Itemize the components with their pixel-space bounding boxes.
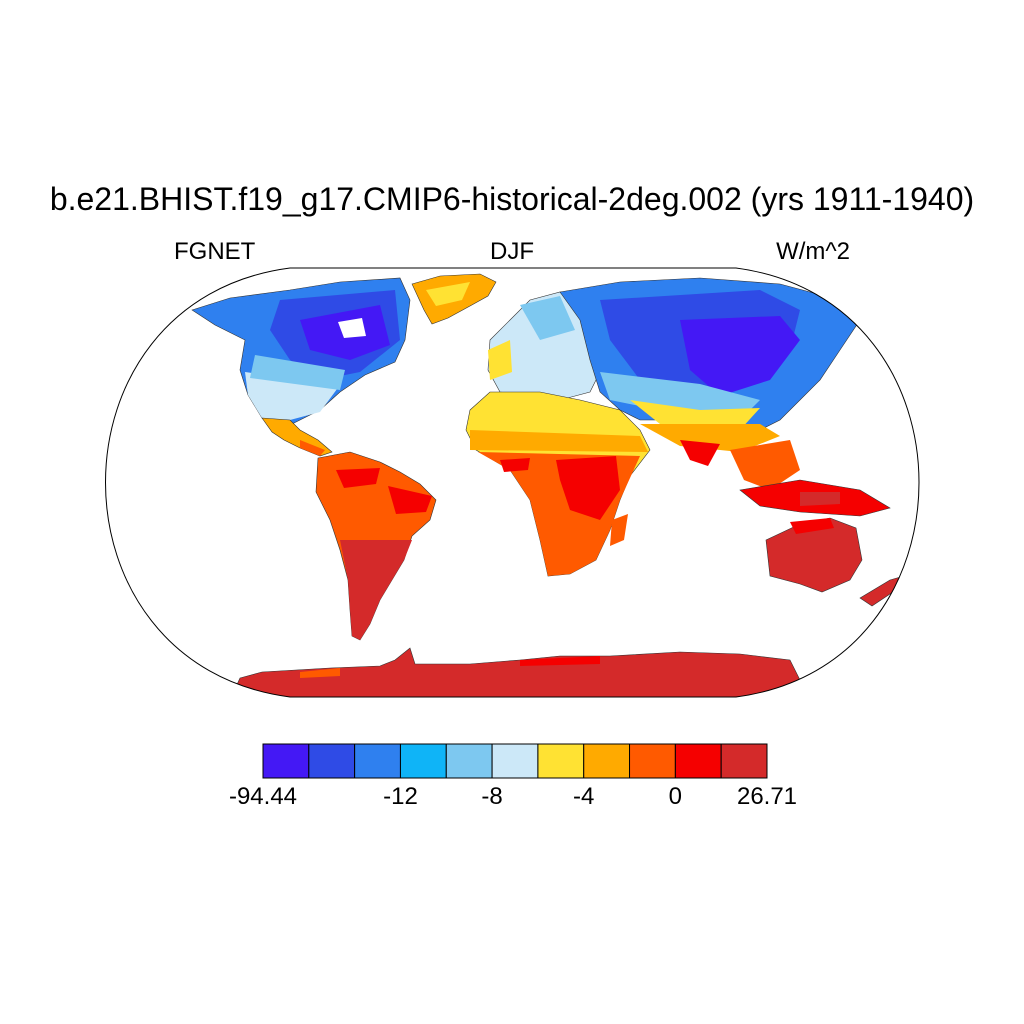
colorbar-tick-label: -8: [481, 783, 503, 810]
colorbar-swatch: [491, 743, 539, 779]
colorbar-swatch: [445, 743, 493, 779]
colorbar-tick-label: -4: [573, 783, 595, 810]
globe-outline: [105, 267, 920, 698]
colorbar-swatch: [537, 743, 585, 779]
colorbar-tick-label: -12: [383, 783, 418, 810]
colorbar-tick-label: 26.71: [736, 783, 798, 810]
colorbar-swatch: [720, 743, 768, 779]
colorbar-tick-label: -94.44: [228, 783, 298, 810]
map-title: b.e21.BHIST.f19_g17.CMIP6-historical-2de…: [49, 181, 975, 217]
colorbar-swatch: [674, 743, 722, 779]
colorbar-swatch: [354, 743, 401, 779]
colorbar-swatch: [308, 743, 356, 779]
colorbar-tick-label: 0: [668, 783, 683, 810]
colorbar-swatch: [262, 743, 310, 779]
units-label: W/m^2: [776, 238, 850, 265]
colorbar-swatch: [583, 743, 631, 779]
colorbar-swatch: [399, 743, 447, 779]
variable-label: FGNET: [174, 238, 256, 265]
season-label: DJF: [490, 238, 534, 265]
colorbar-swatch: [629, 743, 676, 779]
